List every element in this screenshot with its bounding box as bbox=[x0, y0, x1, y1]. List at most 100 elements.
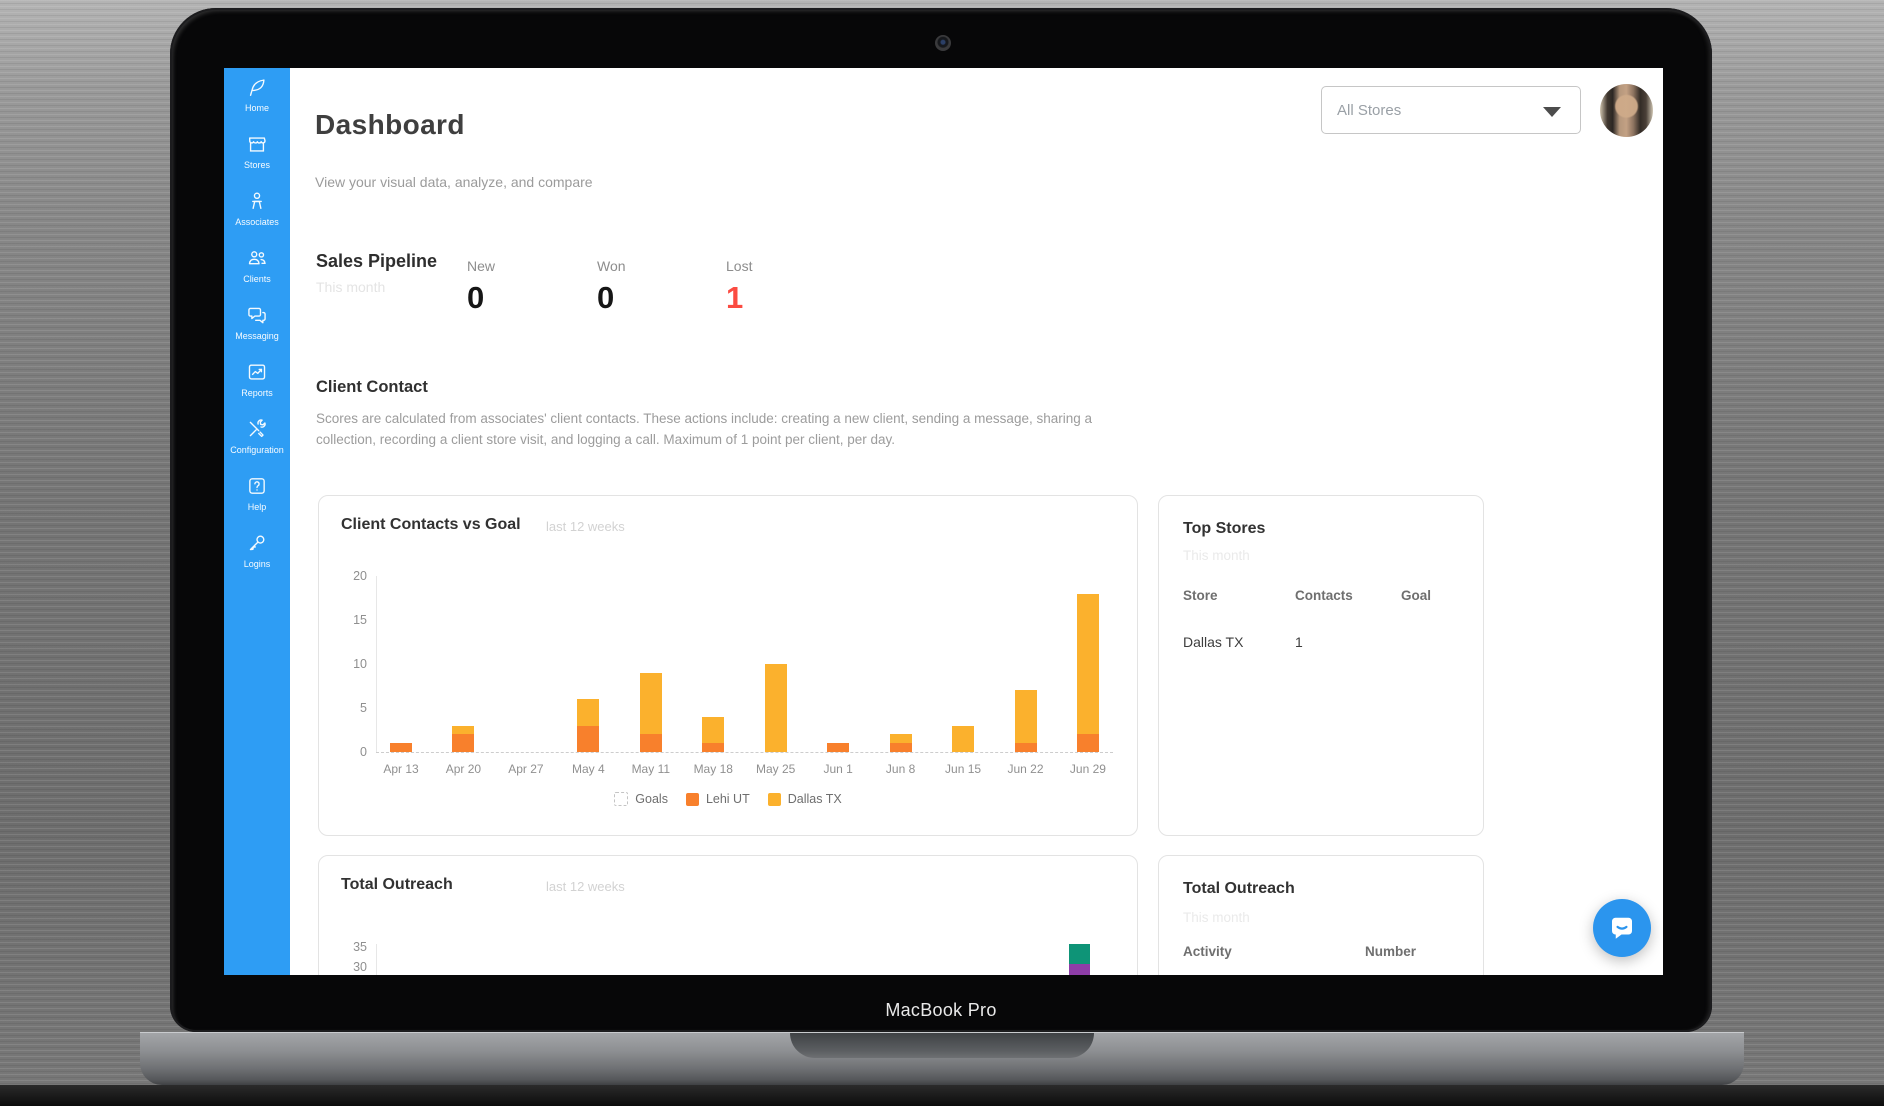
bar-segment-lehi-ut bbox=[452, 734, 475, 752]
legend-label: Goals bbox=[635, 792, 668, 806]
bar-segment-dallas-tx bbox=[577, 699, 600, 726]
y-axis-tick: 10 bbox=[353, 657, 367, 671]
bar-segment bbox=[1069, 964, 1090, 975]
question-box-icon bbox=[246, 475, 268, 497]
sidebar-item-label: Reports bbox=[241, 388, 273, 398]
total-outreach-chart: 35 30 bbox=[319, 856, 1137, 975]
legend-item-lehi-ut[interactable]: Lehi UT bbox=[685, 792, 750, 806]
chart-range-label: last 12 weeks bbox=[546, 519, 625, 534]
sidebar-item-reports[interactable]: Reports bbox=[224, 361, 290, 410]
chat-bubble-smile-icon bbox=[1612, 917, 1632, 939]
sidebar-item-label: Logins bbox=[243, 559, 271, 569]
stat-label: Lost bbox=[726, 258, 753, 274]
y-axis-tick: 35 bbox=[353, 940, 367, 954]
bar-segment-lehi-ut bbox=[1014, 743, 1037, 752]
total-outreach-chart-card: Total Outreach last 12 weeks 35 30 bbox=[318, 855, 1138, 975]
column-header-goal: Goal bbox=[1401, 588, 1432, 603]
webcam-icon bbox=[935, 35, 951, 51]
sidebar-item-stores[interactable]: Stores bbox=[224, 133, 290, 182]
client-contact-title: Client Contact bbox=[316, 378, 428, 396]
y-axis-tick: 15 bbox=[353, 613, 367, 627]
stat-value: 0 bbox=[467, 280, 485, 315]
sidebar-item-label: Help bbox=[247, 502, 267, 512]
sidebar-item-label: Associates bbox=[235, 217, 279, 227]
table-cell: 1 bbox=[1295, 634, 1303, 650]
y-axis-tick: 20 bbox=[353, 569, 367, 583]
bar-segment-dallas-tx bbox=[889, 734, 912, 744]
stat-value: 0 bbox=[597, 280, 615, 315]
legend-label: Dallas TX bbox=[787, 792, 842, 806]
sidebar-item-label: Messaging bbox=[235, 331, 279, 341]
clients-icon bbox=[246, 247, 268, 269]
sidebar-item-home[interactable]: Home bbox=[224, 76, 290, 125]
series-swatch-icon bbox=[685, 792, 699, 806]
legend-item-dallas-tx[interactable]: Dallas TX bbox=[767, 792, 842, 806]
bar-segment-dallas-tx bbox=[952, 725, 975, 752]
bar-segment-lehi-ut bbox=[639, 734, 662, 752]
avatar[interactable] bbox=[1600, 84, 1653, 137]
associate-icon bbox=[246, 190, 268, 212]
y-axis-tick: 0 bbox=[360, 745, 367, 759]
top-stores-title: Top Stores bbox=[1183, 520, 1266, 537]
legend-item-goals[interactable]: Goals bbox=[614, 792, 668, 806]
sidebar-item-logins[interactable]: Logins bbox=[224, 532, 290, 581]
bar-segment-lehi-ut bbox=[702, 743, 725, 752]
total-outreach-title: Total Outreach bbox=[1183, 880, 1295, 897]
chat-launcher-button[interactable] bbox=[1593, 899, 1651, 957]
chart-report-icon bbox=[246, 361, 268, 383]
column-header-contacts: Contacts bbox=[1295, 588, 1353, 603]
sales-pipeline-period: This month bbox=[316, 279, 386, 295]
top-stores-period: This month bbox=[1183, 548, 1250, 563]
top-stores-card: Top Stores This month Store Contacts Goal D… bbox=[1158, 495, 1484, 836]
x-axis-label: Jun 29 bbox=[1069, 762, 1106, 776]
bar-segment bbox=[1069, 944, 1090, 964]
chart-title: Total Outreach bbox=[341, 876, 453, 893]
storefront-icon bbox=[246, 133, 268, 155]
bar-segment-lehi-ut bbox=[577, 725, 600, 752]
bar-segment-dallas-tx bbox=[1014, 690, 1037, 744]
bar-segment-dallas-tx bbox=[1076, 593, 1099, 735]
sidebar-item-label: Home bbox=[244, 103, 269, 113]
column-header-activity: Activity bbox=[1183, 944, 1232, 959]
client-contacts-vs-goal-card: Client Contacts vs Goal last 12 weeks 0 5… bbox=[318, 495, 1138, 836]
y-axis-line bbox=[376, 576, 377, 752]
contacts-vs-goal-chart: 0 5 10 15 20 Apr 13 Apr 20 Apr 27 May 4 May 11 May… bbox=[319, 496, 1137, 835]
bar-segment-lehi-ut bbox=[889, 743, 912, 752]
key-icon bbox=[246, 532, 268, 554]
column-header-store: Store bbox=[1183, 588, 1218, 603]
goals-swatch-icon bbox=[614, 792, 629, 806]
x-axis-label: May 25 bbox=[756, 762, 796, 776]
series-swatch-icon bbox=[767, 792, 781, 806]
pipeline-stat-new: New 0 bbox=[467, 258, 495, 316]
bar-segment-dallas-tx bbox=[702, 716, 725, 744]
store-filter-dropdown[interactable]: All Stores bbox=[1321, 86, 1581, 134]
feather-icon bbox=[246, 76, 268, 98]
page-subtitle: View your visual data, analyze, and comp… bbox=[315, 174, 593, 190]
sales-pipeline-title: Sales Pipeline bbox=[316, 251, 438, 271]
sidebar-item-messaging[interactable]: Messaging bbox=[224, 304, 290, 353]
sidebar-item-configuration[interactable]: Configuration bbox=[224, 418, 290, 467]
x-axis-label: Jun 22 bbox=[1007, 762, 1044, 776]
y-axis-tick: 5 bbox=[360, 701, 367, 715]
sidebar-item-label: Configuration bbox=[230, 445, 284, 455]
y-axis-line bbox=[376, 944, 377, 975]
laptop-base-notch bbox=[790, 1033, 1094, 1058]
pipeline-stat-won: Won 0 bbox=[597, 258, 626, 316]
goals-dashed-line bbox=[376, 752, 1113, 753]
sidebar-item-help[interactable]: Help bbox=[224, 475, 290, 524]
stat-value: 1 bbox=[726, 280, 744, 315]
sidebar-item-clients[interactable]: Clients bbox=[224, 247, 290, 296]
table-cell: Dallas TX bbox=[1183, 634, 1244, 650]
bar-segment-lehi-ut bbox=[827, 743, 850, 752]
y-axis-tick: 30 bbox=[353, 960, 367, 974]
device-label: MacBook Pro bbox=[885, 1000, 997, 1020]
column-header-number: Number bbox=[1365, 944, 1417, 959]
legend-label: Lehi UT bbox=[705, 792, 750, 806]
x-axis-label: Jun 1 bbox=[823, 762, 853, 776]
store-filter-value: All Stores bbox=[1337, 101, 1402, 119]
x-axis-label: Apr 20 bbox=[445, 762, 482, 776]
bar-segment-lehi-ut bbox=[1076, 734, 1099, 752]
sidebar-item-associates[interactable]: Associates bbox=[224, 190, 290, 239]
stat-label: New bbox=[467, 258, 496, 274]
